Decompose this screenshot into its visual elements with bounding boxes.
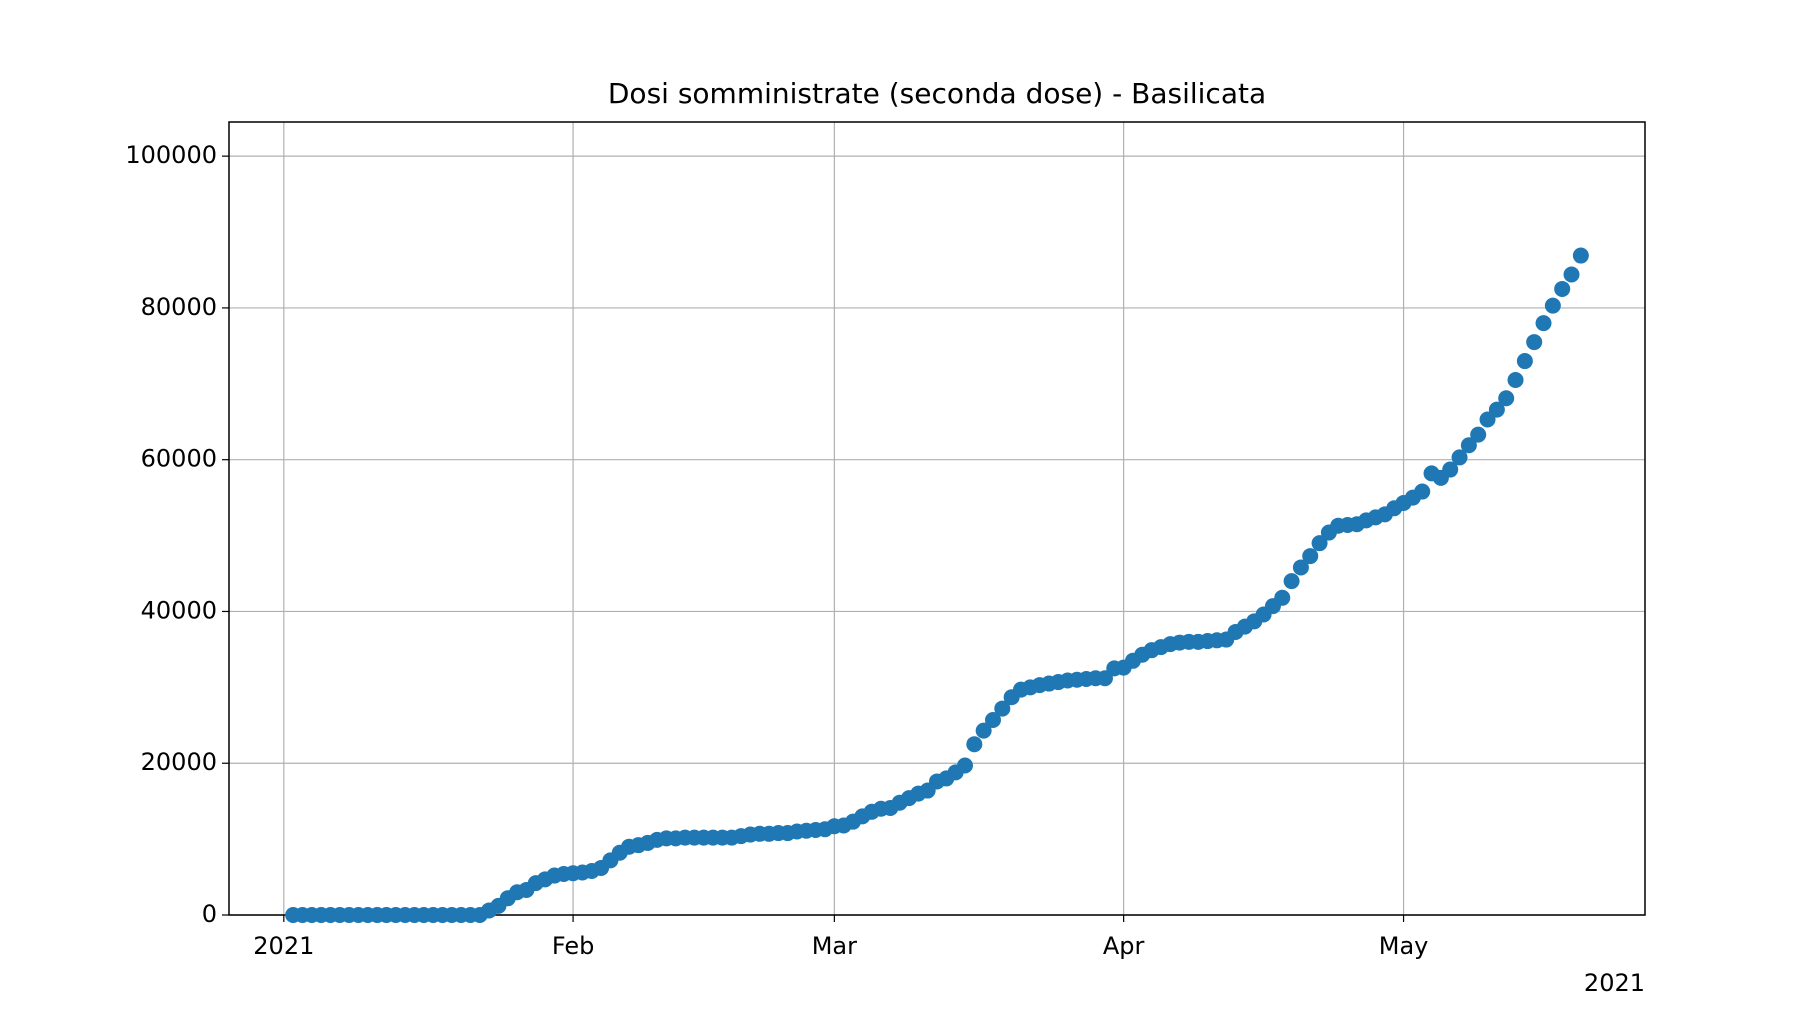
point bbox=[1488, 401, 1505, 418]
y-tick-label: 40000 bbox=[141, 596, 217, 624]
point bbox=[994, 700, 1011, 717]
point bbox=[966, 736, 983, 753]
point bbox=[1283, 573, 1300, 590]
point bbox=[1526, 334, 1543, 351]
point bbox=[1516, 353, 1533, 370]
y-tick-label: 0 bbox=[202, 900, 217, 928]
point bbox=[1507, 372, 1524, 389]
x-tick-label: May bbox=[1379, 932, 1429, 960]
point bbox=[1460, 437, 1477, 454]
point bbox=[1563, 266, 1580, 283]
x-tick-label: Apr bbox=[1103, 932, 1145, 960]
x-offset-label: 2021 bbox=[1584, 969, 1645, 997]
x-tick-label: Feb bbox=[552, 932, 595, 960]
y-tick-label: 100000 bbox=[125, 141, 217, 169]
point bbox=[1544, 297, 1561, 314]
point bbox=[1498, 390, 1515, 407]
point bbox=[956, 757, 973, 774]
x-tick-label: Mar bbox=[812, 932, 857, 960]
point bbox=[1470, 426, 1487, 443]
y-tick-label: 60000 bbox=[141, 445, 217, 473]
point bbox=[1292, 559, 1309, 576]
point bbox=[1274, 589, 1291, 606]
point bbox=[1535, 315, 1552, 332]
point bbox=[975, 722, 992, 739]
point bbox=[984, 711, 1001, 728]
y-tick-label: 80000 bbox=[141, 293, 217, 321]
point bbox=[1451, 449, 1468, 466]
point bbox=[1554, 280, 1571, 297]
point bbox=[1572, 247, 1589, 264]
x-tick-label: 2021 bbox=[253, 932, 314, 960]
point bbox=[1442, 461, 1459, 478]
point bbox=[1414, 483, 1431, 500]
point bbox=[1311, 535, 1328, 552]
y-tick-label: 20000 bbox=[141, 748, 217, 776]
point bbox=[1302, 548, 1319, 565]
plot-frame bbox=[228, 121, 1646, 916]
chart-title: Dosi somministrate (seconda dose) - Basi… bbox=[608, 77, 1266, 110]
